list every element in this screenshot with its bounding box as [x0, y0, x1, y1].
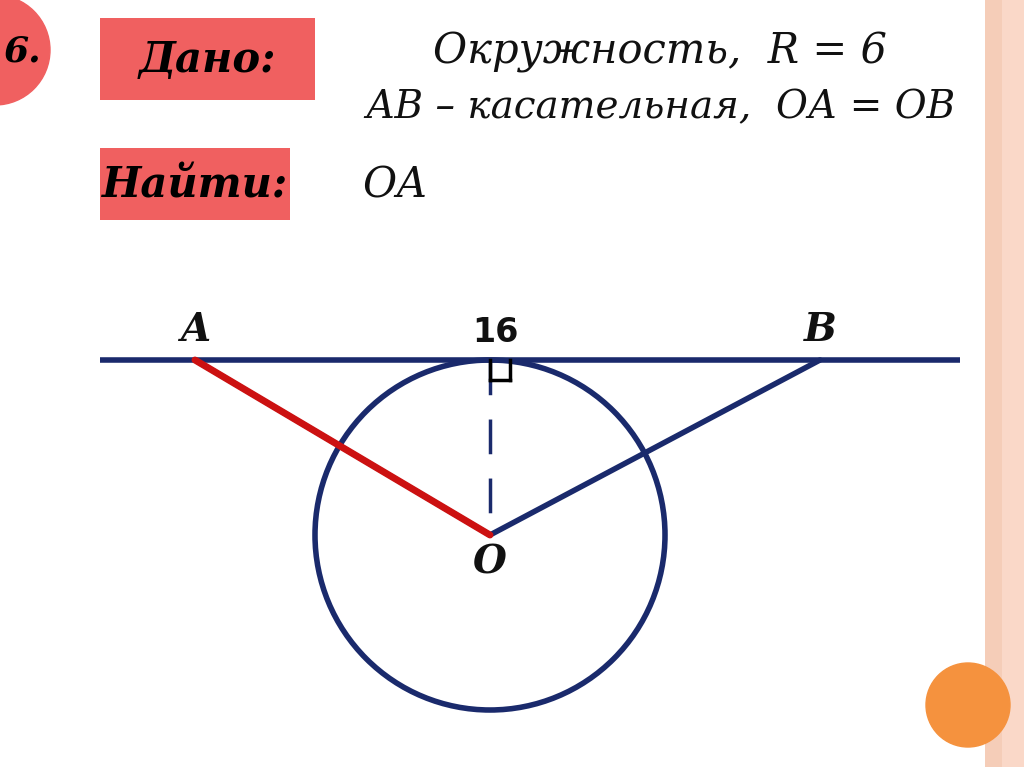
Text: A: A	[180, 311, 210, 349]
Text: 16: 16	[472, 315, 518, 348]
FancyBboxPatch shape	[985, 0, 1024, 767]
Text: АВ – касательная,  ОА = ОВ: АВ – касательная, ОА = ОВ	[365, 90, 955, 127]
FancyBboxPatch shape	[100, 148, 290, 220]
FancyBboxPatch shape	[100, 18, 315, 100]
Text: ОА: ОА	[362, 165, 428, 207]
Circle shape	[926, 663, 1010, 747]
Text: 6.: 6.	[3, 35, 41, 69]
Text: O: O	[473, 544, 507, 582]
Text: Окружность,  R = 6: Окружность, R = 6	[433, 31, 887, 73]
FancyBboxPatch shape	[1002, 0, 1024, 767]
Text: Найти:: Найти:	[101, 165, 288, 207]
Text: B: B	[804, 311, 837, 349]
Circle shape	[0, 0, 50, 105]
Text: Дано:: Дано:	[138, 39, 275, 81]
